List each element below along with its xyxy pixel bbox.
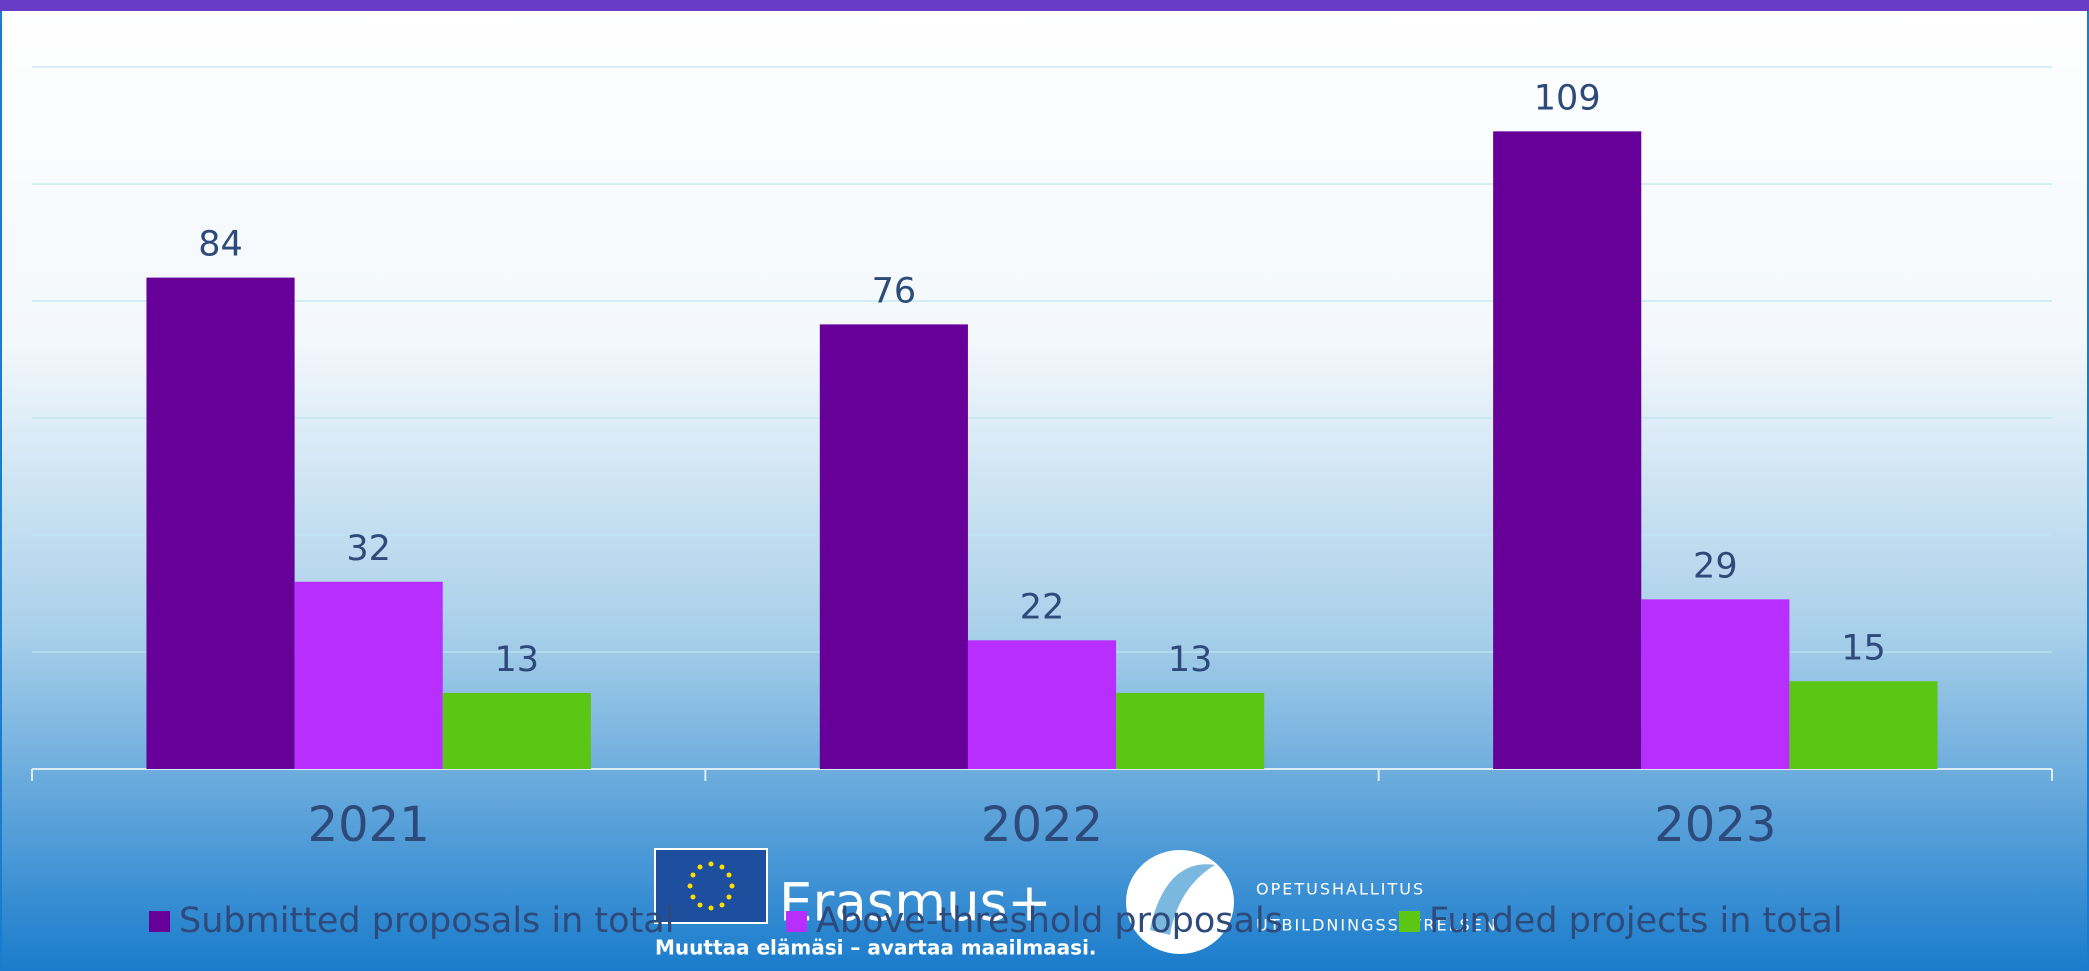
bar bbox=[967, 640, 1117, 769]
legend-swatch bbox=[149, 911, 170, 932]
value-label: 29 bbox=[1693, 546, 1738, 586]
agency-name: UTBILDNINGSSTYRELSEN bbox=[1256, 916, 1498, 935]
value-label: 76 bbox=[872, 271, 917, 311]
agency-logo: OPETUSHALLITUS UTBILDNINGSSTYRELSEN bbox=[1126, 850, 1498, 954]
legend-label: Above-threshold proposals bbox=[816, 901, 1283, 941]
top-band bbox=[0, 0, 2089, 11]
x-tick-label: 2022 bbox=[981, 797, 1103, 853]
bar bbox=[1493, 131, 1642, 770]
value-label: 15 bbox=[1841, 628, 1886, 668]
value-label: 13 bbox=[1168, 640, 1213, 680]
tagline: Muuttaa elämäsi – avartaa maailmaasi. bbox=[655, 936, 1097, 960]
value-label: 109 bbox=[1534, 78, 1601, 118]
bar bbox=[146, 277, 295, 769]
value-label: 22 bbox=[1020, 587, 1065, 627]
erasmus-text: Erasmus+ bbox=[779, 873, 1052, 934]
agency-emblem-mark bbox=[1150, 864, 1215, 935]
bar bbox=[1789, 681, 1938, 769]
eu-flag bbox=[654, 848, 768, 924]
value-label: 13 bbox=[495, 640, 540, 680]
eu-stars bbox=[687, 861, 735, 911]
value-label: 84 bbox=[198, 225, 243, 265]
x-tick-label: 2023 bbox=[1654, 797, 1776, 853]
bar bbox=[442, 692, 591, 769]
bar bbox=[1641, 599, 1790, 769]
legend-swatch bbox=[786, 911, 807, 932]
bar bbox=[294, 581, 443, 769]
erasmus-logo: Erasmus+ Muuttaa elämäsi – avartaa maail… bbox=[654, 848, 1097, 960]
bar bbox=[1116, 692, 1265, 769]
legend-label: Funded projects in total bbox=[1429, 901, 1843, 941]
legend: Submitted proposals in total Above-thresh… bbox=[149, 901, 1843, 941]
value-label: 32 bbox=[346, 529, 391, 569]
agency-name: OPETUSHALLITUS bbox=[1256, 880, 1425, 899]
x-tick-label: 2021 bbox=[308, 797, 430, 853]
plot: 2021 84 32 13 2022 76 22 13 2023 109 29 15 bbox=[31, 66, 2053, 853]
legend-swatch bbox=[1399, 911, 1420, 932]
bar bbox=[819, 324, 968, 769]
legend-label: Submitted proposals in total bbox=[179, 901, 674, 941]
